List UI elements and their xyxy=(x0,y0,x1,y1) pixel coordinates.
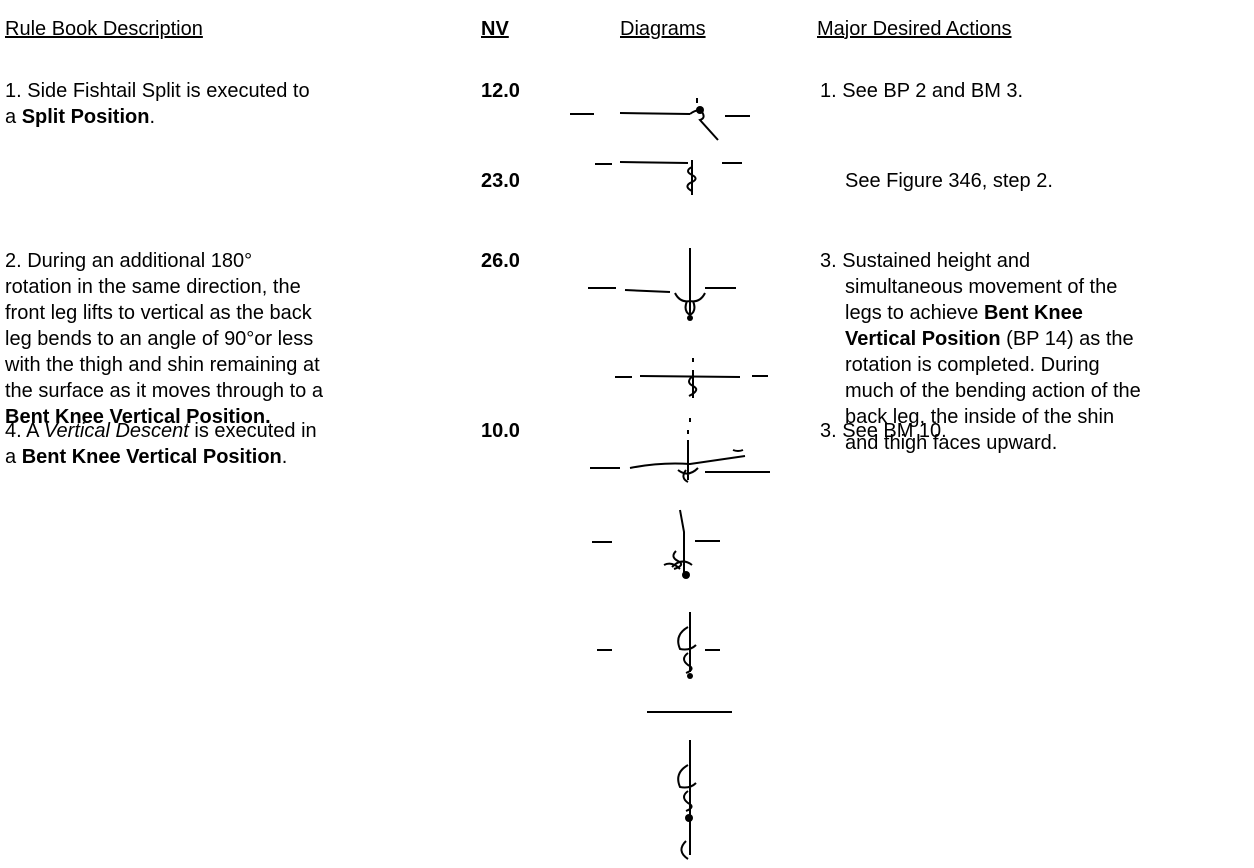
action-line: 3. Sustained height and xyxy=(820,248,1030,274)
action-line: back leg, the inside of the shin xyxy=(845,404,1114,430)
text-run: 4. A xyxy=(5,420,44,442)
action-line: 3. See BM 10. xyxy=(820,418,947,444)
text-run: rotation in the same direction, the xyxy=(5,276,301,298)
action-line: Vertical Position (BP 14) as the xyxy=(845,326,1134,352)
text-run: 3. See BM 10. xyxy=(820,420,947,442)
description-line: a Bent Knee Vertical Position. xyxy=(5,444,287,470)
column-header: Diagrams xyxy=(620,18,706,40)
text-run: back leg, the inside of the shin xyxy=(845,406,1115,428)
diagram xyxy=(570,98,750,141)
diagram xyxy=(592,509,720,579)
diagram xyxy=(590,430,770,483)
nv-value: 26.0 xyxy=(481,250,520,272)
text-run: Vertical Position xyxy=(845,328,1001,350)
description-line: leg bends to an angle of 90°or less xyxy=(5,326,313,352)
action-line: rotation is completed. During xyxy=(845,352,1100,378)
text-run: is executed in xyxy=(188,420,317,442)
text-run: . xyxy=(281,446,288,468)
description-line: with the thigh and shin remaining at xyxy=(5,352,320,378)
text-run: legs to achieve xyxy=(845,302,984,324)
column-header: NV xyxy=(481,18,509,40)
text-run: . xyxy=(149,106,156,128)
text-run: the surface as it moves through to a xyxy=(5,380,323,402)
action-line: and thigh faces upward. xyxy=(845,430,1057,456)
text-run: 3. Sustained height and xyxy=(820,250,1031,272)
description-line: 1. Side Fishtail Split is executed to xyxy=(5,78,310,104)
diagram xyxy=(595,160,742,195)
text-run: much of the bending action of the xyxy=(845,380,1141,402)
description-line: 2. During an additional 180° xyxy=(5,248,252,274)
text-run: and thigh faces upward. xyxy=(845,432,1058,454)
diagram xyxy=(588,248,736,321)
text-run: Split Position xyxy=(21,106,150,128)
description-line: 4. A Vertical Descent is executed in xyxy=(5,418,317,444)
nv-value: 12.0 xyxy=(481,80,520,102)
text-run: a xyxy=(5,106,22,128)
description-line: a Split Position. xyxy=(5,104,155,130)
description-line: rotation in the same direction, the xyxy=(5,274,301,300)
nv-value: 10.0 xyxy=(481,420,520,442)
text-run: Bent Knee Vertical Position. xyxy=(5,406,271,428)
text-run: simultaneous movement of the xyxy=(845,276,1118,298)
action-line: legs to achieve Bent Knee xyxy=(845,300,1083,326)
nv-value: 23.0 xyxy=(481,170,520,192)
text-run: leg bends to an angle of 90°or less xyxy=(5,328,314,350)
diagram xyxy=(615,358,768,422)
diagram xyxy=(597,612,720,679)
text-run: rotation is completed. During xyxy=(845,354,1100,376)
text-run: Bent Knee xyxy=(983,302,1083,324)
text-run: 2. During an additional 180° xyxy=(5,250,253,272)
text-run: a xyxy=(5,446,22,468)
diagram xyxy=(647,711,732,860)
text-run: See Figure 346, step 2. xyxy=(845,170,1053,192)
action-line: much of the bending action of the xyxy=(845,378,1141,404)
description-line: Bent Knee Vertical Position. xyxy=(5,404,271,430)
action-line: See Figure 346, step 2. xyxy=(845,168,1053,194)
description-line: front leg lifts to vertical as the back xyxy=(5,300,312,326)
text-run: 1. See BP 2 and BM 3. xyxy=(820,80,1024,102)
description-line: the surface as it moves through to a xyxy=(5,378,323,404)
text-run: with the thigh and shin remaining at xyxy=(5,354,320,376)
column-header: Rule Book Description xyxy=(5,18,203,40)
text-run: (BP 14) as the xyxy=(1000,328,1134,350)
text-run: front leg lifts to vertical as the back xyxy=(5,302,312,324)
action-line: simultaneous movement of the xyxy=(845,274,1117,300)
column-header: Major Desired Actions xyxy=(817,18,1012,40)
action-line: 1. See BP 2 and BM 3. xyxy=(820,78,1023,104)
text-run: 1. Side Fishtail Split is executed to xyxy=(5,80,310,102)
text-run: Vertical Descent xyxy=(43,420,189,442)
text-run: Bent Knee Vertical Position xyxy=(21,446,282,468)
